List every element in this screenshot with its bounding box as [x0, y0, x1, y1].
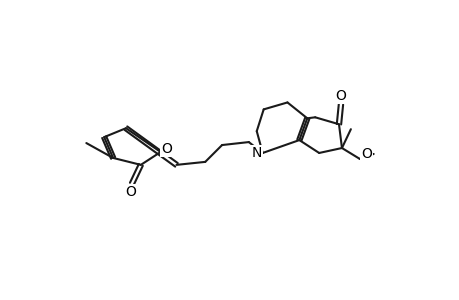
Text: O: O: [360, 147, 371, 161]
Text: N: N: [251, 146, 261, 160]
Text: O: O: [335, 88, 346, 103]
Text: O: O: [125, 184, 136, 199]
Text: O: O: [161, 142, 172, 156]
